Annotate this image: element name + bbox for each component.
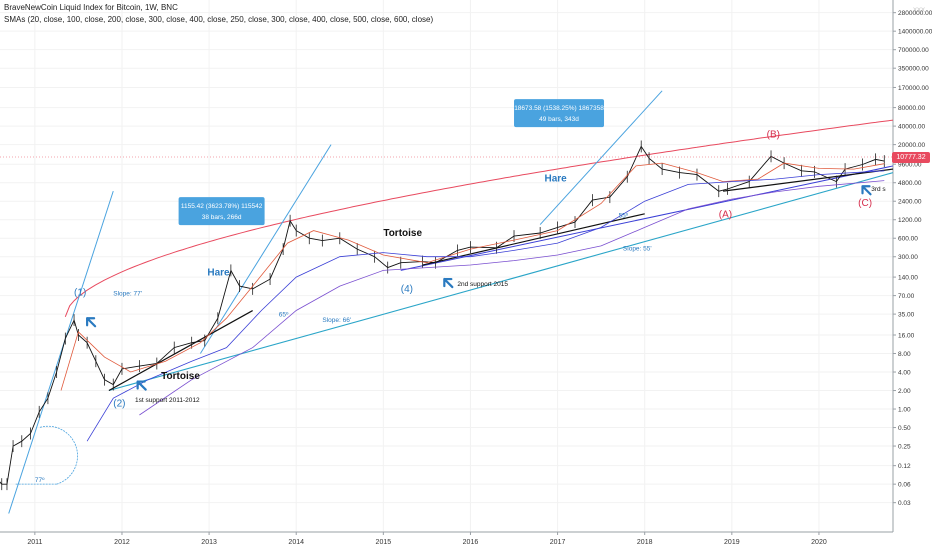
y-tick-label: 0.12 bbox=[898, 463, 911, 470]
chart-title: BraveNewCoin Liquid Index for Bitcoin, 1… bbox=[4, 3, 178, 12]
y-tick-label: 1200.00 bbox=[898, 217, 922, 224]
y-tick-label: 2400.00 bbox=[898, 199, 922, 206]
y-tick-label: 0.25 bbox=[898, 444, 911, 451]
annotation-label: 3rd s bbox=[871, 186, 886, 193]
y-tick-label: 70.00 bbox=[898, 293, 915, 300]
support-arrow-icon bbox=[136, 380, 147, 391]
y-tick-label: 80000.00 bbox=[898, 105, 925, 112]
info-box-line: 1155.42 (3623.78%) 115542 bbox=[181, 203, 263, 210]
support-arrow-icon bbox=[86, 317, 97, 328]
x-tick-label: 2014 bbox=[288, 539, 304, 546]
annotation-label: 55º bbox=[619, 213, 629, 220]
y-tick-label: 350000.00 bbox=[898, 66, 929, 73]
annotation-label: 77º bbox=[35, 477, 45, 484]
annotation-label: Hare bbox=[545, 174, 568, 185]
x-tick-label: 2015 bbox=[376, 539, 392, 546]
y-tick-label: 2800000.00 bbox=[898, 10, 932, 17]
hare-slope-3 bbox=[539, 90, 663, 225]
info-box bbox=[514, 99, 605, 128]
y-tick-label: 4800.00 bbox=[898, 180, 922, 187]
y-tick-label: 40000.00 bbox=[898, 124, 925, 131]
series-line bbox=[86, 170, 885, 442]
y-tick-label: 4.00 bbox=[898, 370, 911, 377]
annotation-label: (2) bbox=[113, 398, 125, 409]
angle-arc bbox=[39, 425, 78, 485]
series-line bbox=[0, 145, 885, 485]
annotation-label: (C) bbox=[858, 198, 872, 209]
support-arrow-icon bbox=[861, 185, 872, 196]
y-tick-label: 16.00 bbox=[898, 333, 915, 340]
y-tick-label: 300.00 bbox=[898, 254, 918, 261]
y-tick-label: 1.00 bbox=[898, 407, 911, 414]
hare-slope-2 bbox=[199, 144, 332, 354]
y-tick-label: 0.03 bbox=[898, 500, 911, 507]
x-tick-label: 2012 bbox=[114, 539, 130, 546]
y-tick-label: 140.00 bbox=[898, 275, 918, 282]
support-line-2 bbox=[400, 165, 894, 271]
indicator-legend: SMAs (20, close, 100, close, 200, close,… bbox=[4, 15, 434, 24]
y-tick-label: 35.00 bbox=[898, 312, 915, 319]
x-tick-label: 2011 bbox=[27, 539, 42, 546]
tortoise-line-1 bbox=[108, 310, 253, 392]
y-tick-label: 170000.00 bbox=[898, 85, 929, 92]
x-tick-label: 2020 bbox=[811, 539, 827, 546]
annotation-label: 1st support 2011-2012 bbox=[135, 397, 200, 404]
y-tick-label: 0.06 bbox=[898, 482, 911, 489]
y-tick-label: 0.50 bbox=[898, 425, 911, 432]
info-box-line: 49 bars, 343d bbox=[539, 116, 579, 123]
annotation-label: Slope: 77' bbox=[113, 291, 142, 298]
annotation-label: (4) bbox=[401, 284, 413, 295]
support-arrow-icon bbox=[443, 277, 454, 289]
info-box-line: 18673.58 (1538.25%) 1867358 bbox=[514, 105, 604, 112]
info-box bbox=[178, 197, 265, 226]
series-line bbox=[60, 162, 885, 391]
annotation-label: 65º bbox=[279, 312, 289, 319]
annotation-label: 2nd support 2015 bbox=[457, 281, 508, 288]
annotation-label: (A) bbox=[719, 210, 732, 221]
annotation-label: Slope: 66' bbox=[322, 317, 351, 324]
watermark: XXX bbox=[913, 8, 925, 14]
y-tick-label: 1400000.00 bbox=[898, 29, 932, 36]
y-tick-label: 9600.00 bbox=[898, 162, 922, 169]
y-tick-label: 700000.00 bbox=[898, 47, 929, 54]
info-box-line: 38 bars, 266d bbox=[202, 214, 242, 221]
x-tick-label: 2017 bbox=[550, 539, 566, 546]
tortoise-line-3 bbox=[723, 168, 894, 192]
y-tick-label: 8.00 bbox=[898, 351, 911, 358]
y-tick-label: 20000.00 bbox=[898, 142, 925, 149]
last-price-tag: 10777.32 bbox=[892, 152, 930, 163]
growth-curve bbox=[64, 119, 894, 317]
y-tick-label: 600.00 bbox=[898, 236, 918, 243]
annotation-label: Tortoise bbox=[383, 228, 422, 239]
x-tick-label: 2016 bbox=[463, 539, 479, 546]
x-tick-label: 2019 bbox=[724, 539, 740, 546]
x-tick-label: 2013 bbox=[201, 539, 217, 546]
annotation-label: (1) bbox=[74, 288, 86, 299]
annotation-label: Hare bbox=[207, 267, 230, 278]
annotation-label: Slope: 55' bbox=[623, 245, 652, 252]
series-line bbox=[139, 180, 885, 416]
x-tick-label: 2018 bbox=[637, 539, 653, 546]
annotation-label: (B) bbox=[767, 130, 780, 141]
y-tick-label: 2.00 bbox=[898, 388, 911, 395]
annotation-label: Tortoise bbox=[161, 371, 200, 382]
hare-slope-1 bbox=[8, 190, 114, 514]
